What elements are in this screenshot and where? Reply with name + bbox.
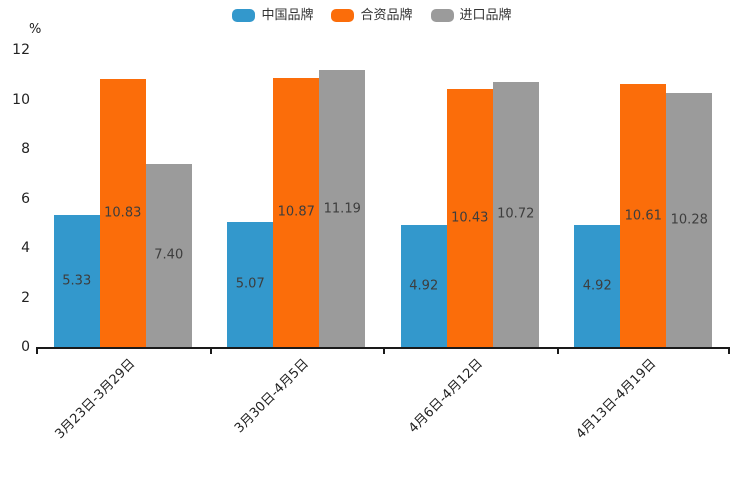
bar-value-label: 7.40 [154,247,184,263]
bar-series-2: 10.43 [446,88,493,347]
bar-series-3: 11.19 [319,70,366,347]
legend-item-series-3[interactable]: 进口品牌 [430,8,512,23]
bar-series-2: 10.87 [273,77,320,347]
bar-value-label: 5.33 [62,273,92,289]
legend-swatch-icon [232,9,256,22]
bar-group-1: 5.33 10.83 7.40 [36,50,210,347]
x-tick-label: 3月23日-3月29日 [52,356,139,443]
bar-value-label: 10.61 [624,208,662,224]
x-axis: 3月23日-3月29日 3月30日-4月5日 4月6日-4月12日 4月13日-4月1… [36,347,730,496]
bar-value-label: 10.72 [497,206,535,222]
y-tick-label: 8 [21,141,30,157]
x-tick-label: 3月30日-4月5日 [232,356,313,437]
axis-tick [36,347,38,354]
bar-value-label: 5.07 [235,276,265,292]
bar-value-label: 10.87 [277,204,315,220]
y-tick-label: 4 [21,240,30,256]
legend-label: 合资品牌 [360,8,413,23]
axis-tick [209,347,212,354]
bar-series-1: 4.92 [574,225,621,347]
bar-group-3: 4.92 10.43 10.72 [383,50,557,347]
bar-group-2: 5.07 10.87 11.19 [210,50,384,347]
y-tick-label: 10 [12,91,30,108]
legend-label: 中国品牌 [261,8,314,23]
legend-swatch-icon [331,9,355,22]
bar-series-2: 10.61 [620,84,667,347]
bar-value-label: 11.19 [323,201,361,217]
y-tick-label: 0 [21,339,30,355]
legend-label: 进口品牌 [459,8,512,23]
bar-value-label: 10.28 [670,212,708,228]
bar-series-3: 10.28 [666,92,713,347]
plot-area: 5.33 10.83 7.40 5.07 10.87 11.19 4.92 10.43 10.7… [36,50,730,349]
axis-tick [556,347,559,354]
legend-item-series-1[interactable]: 中国品牌 [232,9,313,22]
axis-tick [728,347,730,354]
x-tick-label: 4月13日-4月19日 [573,356,660,443]
bar-series-2: 10.83 [99,78,146,347]
axis-tick [383,347,385,354]
y-tick-label: 6 [21,190,30,207]
y-axis: 12 10 8 6 4 2 0 [0,0,30,360]
bar-value-label: 4.92 [409,278,439,294]
legend-swatch-icon [430,9,454,22]
bar-series-1: 4.92 [400,225,447,347]
bar-series-1: 5.33 [53,215,100,347]
bar-series-3: 10.72 [492,81,539,347]
bar-value-label: 10.83 [104,205,142,221]
y-tick-label: 12 [12,42,30,58]
legend-item-series-2[interactable]: 合资品牌 [331,8,413,23]
bar-series-3: 7.40 [145,163,192,347]
x-tick-label: 4月6日-4月12日 [405,356,486,437]
y-tick-label: 2 [21,289,30,306]
bar-group-4: 4.92 10.61 10.28 [557,50,731,347]
y-axis-unit: % [29,22,42,37]
bar-value-label: 10.43 [451,210,489,226]
legend: 中国品牌 合资品牌 进口品牌 [0,9,744,22]
bar-series-1: 5.07 [227,221,274,347]
bar-value-label: 4.92 [582,278,612,294]
